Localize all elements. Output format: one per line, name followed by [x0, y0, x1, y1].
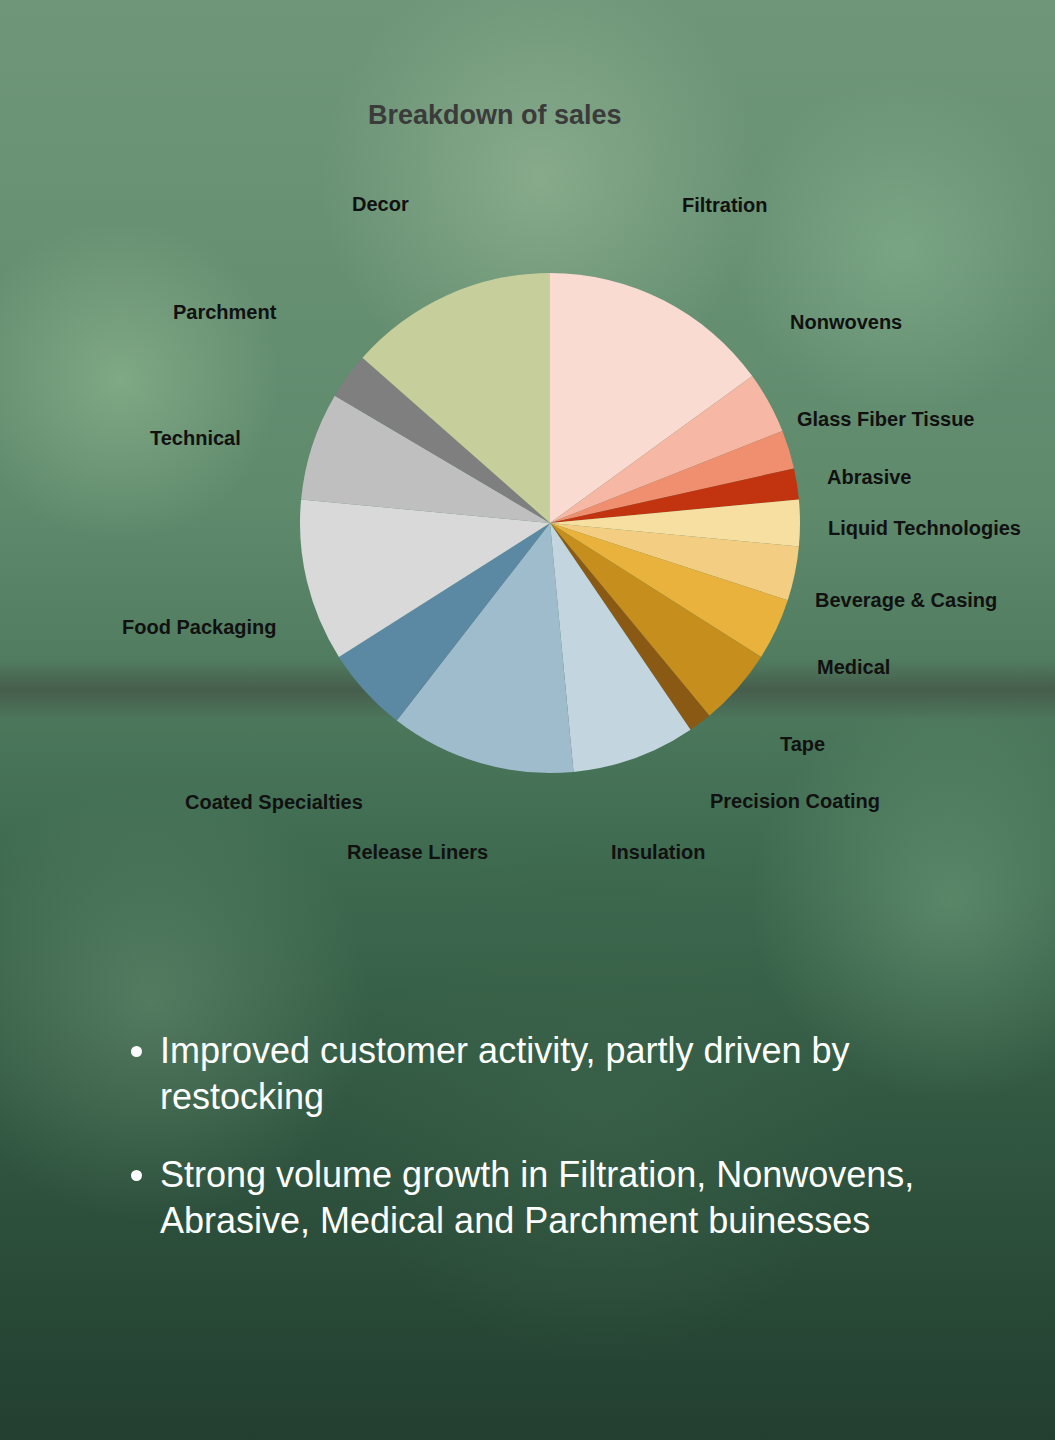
svg-text:Beverage & Casing: Beverage & Casing — [815, 589, 997, 611]
svg-text:Parchment: Parchment — [173, 301, 277, 323]
svg-text:Glass Fiber Tissue: Glass Fiber Tissue — [797, 408, 975, 430]
svg-text:Release Liners: Release Liners — [347, 841, 488, 863]
svg-text:Coated Specialties: Coated Specialties — [185, 791, 363, 813]
svg-text:Filtration: Filtration — [682, 194, 768, 216]
html-text:Improved customer activity, pa: Improved customer activity, partly drive… — [160, 1030, 850, 1117]
svg-text:Precision Coating: Precision Coating — [710, 790, 880, 812]
svg-text:Breakdown of sales: Breakdown of sales — [368, 100, 622, 130]
svg-text:Medical: Medical — [817, 656, 890, 678]
svg-text:Insulation: Insulation — [611, 841, 705, 863]
svg-text:Decor: Decor — [352, 193, 409, 215]
svg-text:Abrasive: Abrasive — [827, 466, 912, 488]
svg-text:Tape: Tape — [780, 733, 825, 755]
svg-text:Nonwovens: Nonwovens — [790, 311, 902, 333]
svg-text:Food Packaging: Food Packaging — [122, 616, 276, 638]
svg-text:Liquid Technologies: Liquid Technologies — [828, 517, 1021, 539]
html-text:Strong volume growth in Filtra: Strong volume growth in Filtration, Nonw… — [160, 1154, 915, 1241]
svg-text:Technical: Technical — [150, 427, 241, 449]
